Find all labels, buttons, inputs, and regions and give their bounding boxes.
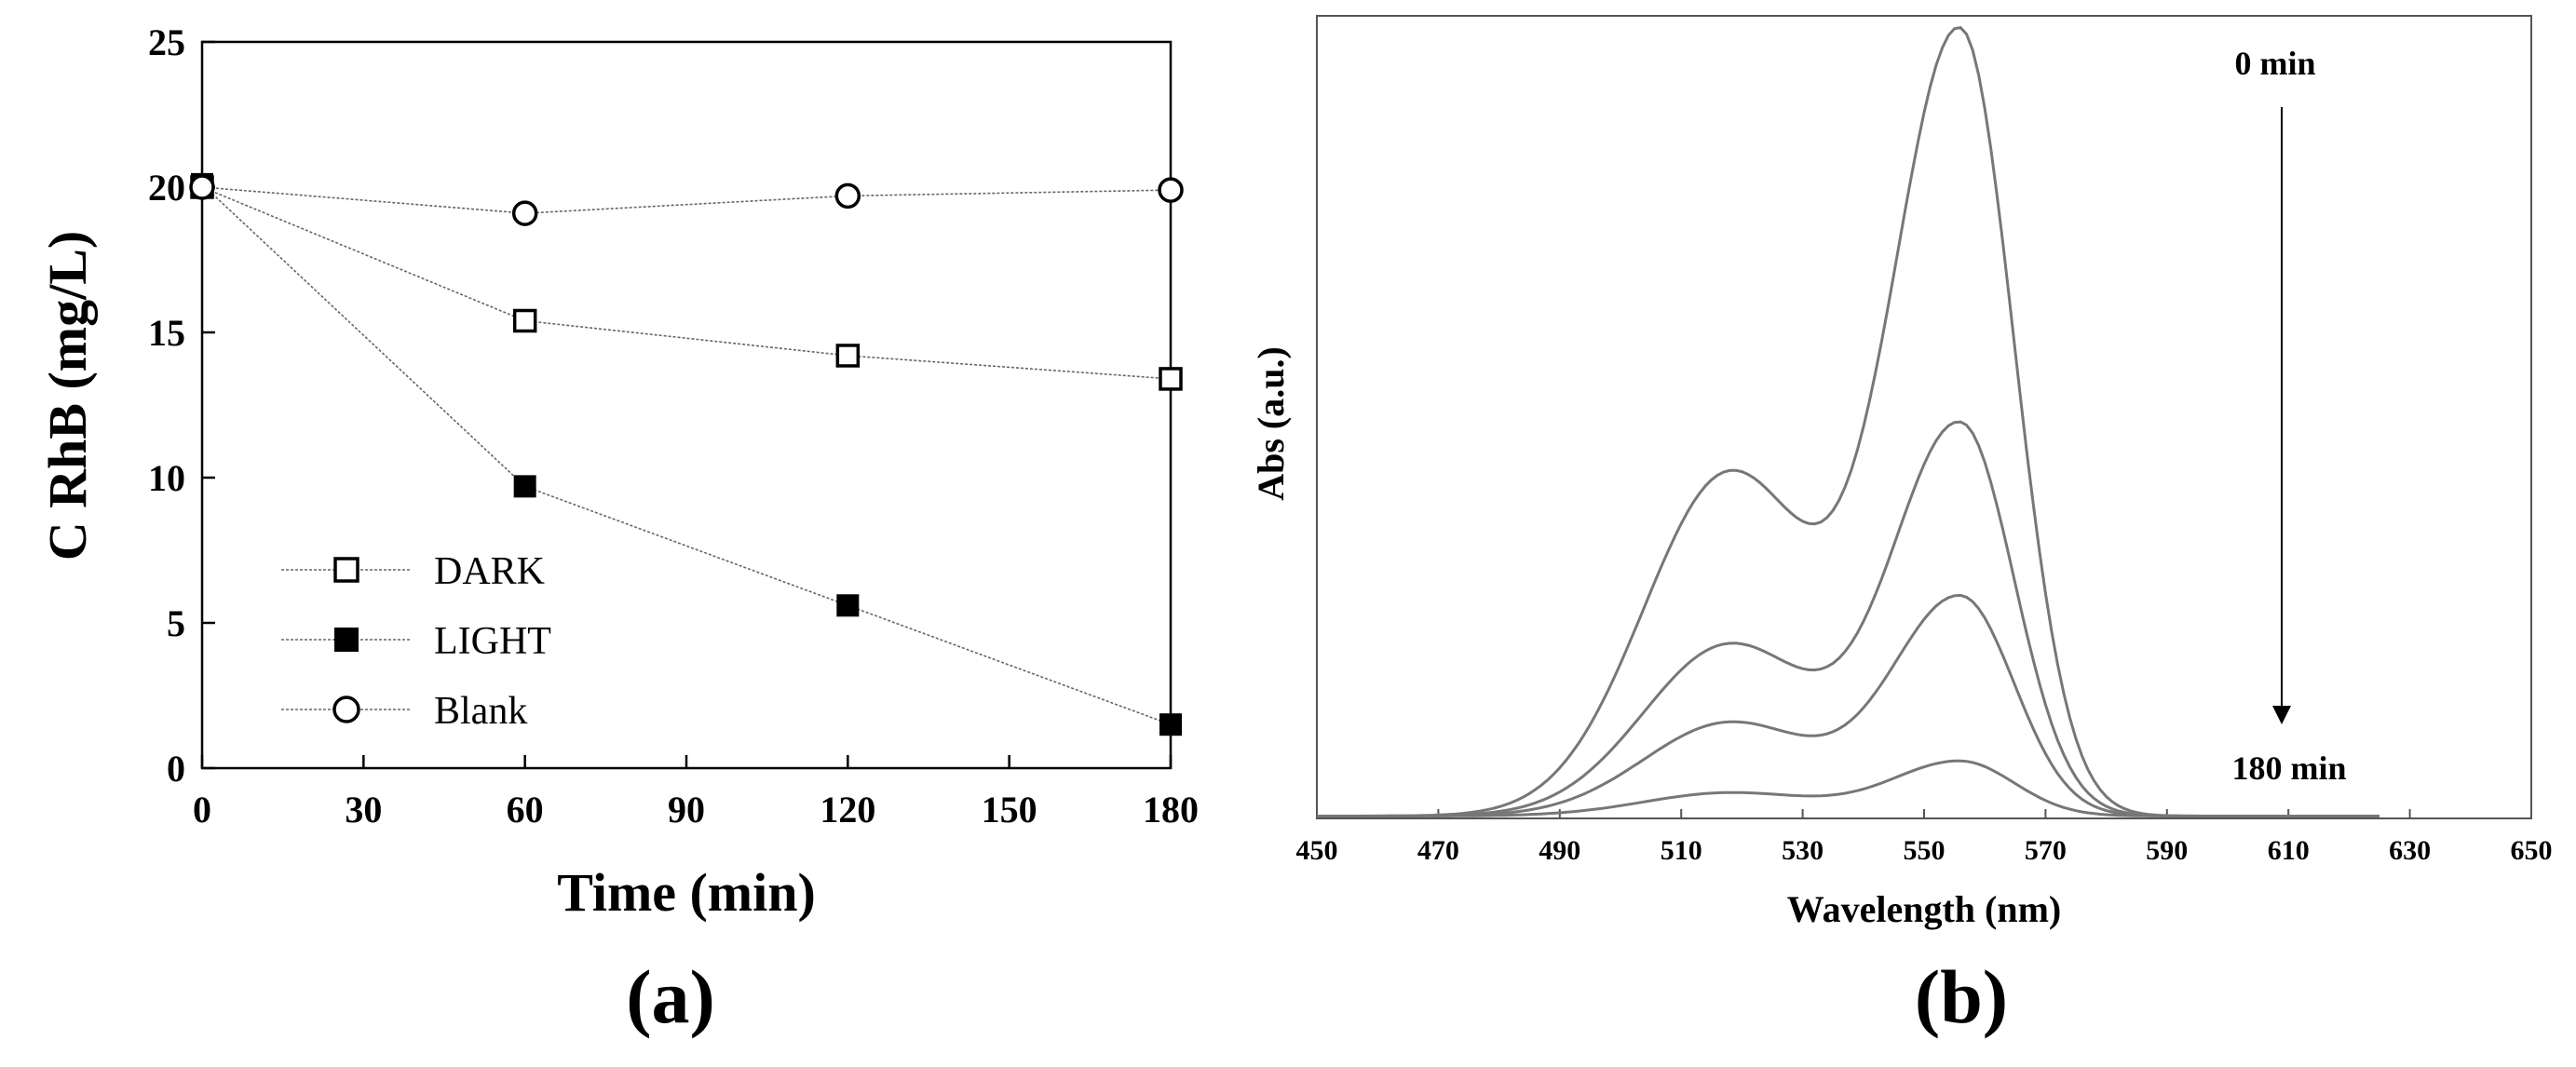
chart-b-annotation-start: 0 min [2234, 45, 2315, 82]
marker-open-circle [834, 182, 861, 209]
x-tick-label: 490 [1539, 835, 1580, 866]
series-line-dark [201, 186, 1172, 380]
chart-b-annotation-end: 180 min [2231, 750, 2346, 787]
y-tick-label: 0 [167, 748, 185, 790]
marker-open-circle [511, 200, 538, 226]
chart-a-series [189, 172, 1184, 736]
marker-open-square [835, 344, 861, 368]
chart-a: 0 5 10 15 20 25 0 30 60 90 120 150 180 DARK LIGHT Bla… [37, 21, 1199, 1039]
x-tick-label: 120 [820, 789, 875, 831]
x-tick-label: 180 [1143, 789, 1199, 831]
chart-b: 450 470 490 510 530 550 570 590 610 630 650 0 min … [1250, 15, 2553, 1039]
x-tick-label: 570 [2025, 835, 2067, 866]
series-line-light [201, 183, 1172, 725]
legend-label: DARK [434, 550, 545, 593]
chart-b-series [1317, 25, 2379, 817]
x-tick-label: 450 [1296, 835, 1338, 866]
spectrum-curve-4 [1317, 759, 2379, 817]
marker-open-square [333, 557, 359, 583]
marker-open-circle [189, 174, 215, 200]
y-tick-label: 25 [148, 21, 185, 63]
chart-a-legend: DARK LIGHT Blank [281, 550, 551, 733]
y-tick-label: 5 [167, 602, 185, 644]
series-line-blank [201, 186, 1172, 214]
x-tick-label: 470 [1417, 835, 1459, 866]
x-tick-label: 60 [507, 789, 544, 831]
chart-b-panel-label: (b) [1915, 954, 2008, 1039]
marker-filled-square [334, 628, 359, 652]
legend-label: Blank [434, 690, 527, 733]
chart-b-x-ticks: 450 470 490 510 530 550 570 590 610 630 650 [1296, 809, 2553, 866]
chart-a-x-axis-label: Time (min) [557, 862, 816, 923]
chart-a-y-ticks: 0 5 10 15 20 25 [148, 21, 215, 790]
chart-a-x-ticks: 0 30 60 90 120 150 180 [193, 755, 1199, 831]
x-tick-label: 530 [1782, 835, 1824, 866]
marker-filled-square [513, 475, 536, 498]
chart-a-y-axis-label: C RhB (mg/L) [37, 231, 98, 561]
marker-open-square [1159, 367, 1183, 391]
y-tick-label: 20 [148, 167, 185, 209]
marker-open-circle [1158, 177, 1184, 203]
y-tick-label: 10 [148, 457, 185, 499]
spectrum-curve-1 [1317, 25, 2379, 817]
chart-a-plot-frame [200, 40, 1173, 770]
chart-b-plot-frame [1316, 15, 2532, 819]
y-tick-label: 15 [148, 312, 185, 354]
marker-open-square [512, 308, 537, 333]
chart-b-y-axis-label: Abs (a.u.) [1250, 346, 1292, 501]
chart-a-panel-label: (a) [626, 954, 715, 1039]
x-tick-label: 610 [2268, 835, 2310, 866]
x-tick-label: 550 [1904, 835, 1946, 866]
marker-filled-square [1159, 713, 1182, 736]
chart-b-trend-arrow-head [2272, 706, 2291, 724]
x-tick-label: 150 [982, 789, 1037, 831]
x-tick-label: 90 [668, 789, 705, 831]
x-tick-label: 510 [1661, 835, 1702, 866]
x-tick-label: 0 [193, 789, 211, 831]
spectrum-curve-3 [1317, 593, 2379, 817]
legend-label: LIGHT [434, 620, 551, 663]
marker-filled-square [836, 594, 860, 617]
x-tick-label: 30 [345, 789, 382, 831]
x-tick-label: 590 [2146, 835, 2188, 866]
marker-open-circle [332, 696, 360, 723]
x-tick-label: 650 [2511, 835, 2553, 866]
x-tick-label: 630 [2389, 835, 2431, 866]
chart-b-x-axis-label: Wavelength (nm) [1787, 888, 2061, 930]
